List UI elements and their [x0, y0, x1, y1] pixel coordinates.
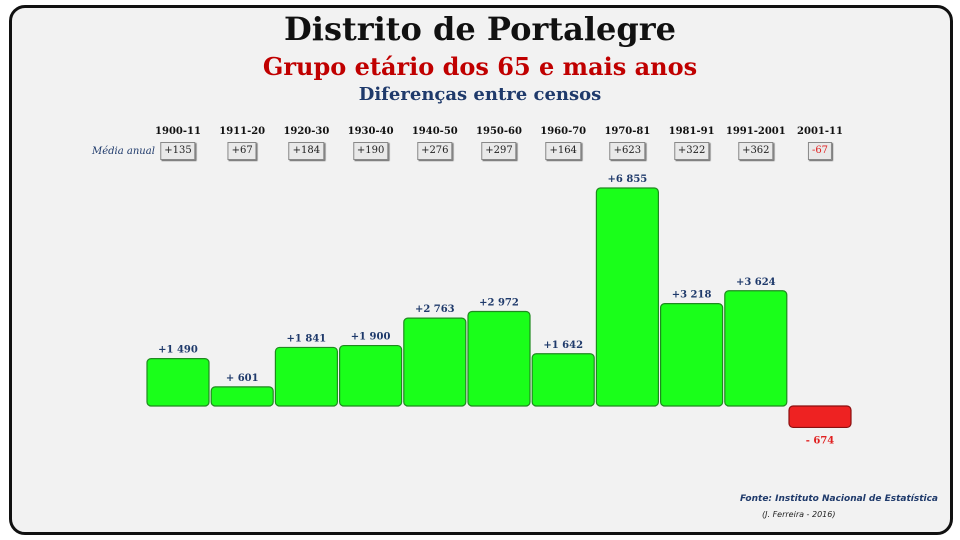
- bar-1960-70: [531, 353, 595, 407]
- data-label-2001-11: - 674: [806, 435, 835, 446]
- data-label-1991-2001: +3 624: [736, 277, 776, 288]
- period-label-1970-81: 1970-81: [604, 126, 651, 137]
- bar-1970-81: [595, 187, 660, 407]
- period-label-1981-91: 1981-91: [668, 126, 715, 137]
- bar-1911-20: [210, 386, 274, 407]
- bar-1920-30: [274, 346, 338, 407]
- period-label-2001-11: 2001-11: [797, 126, 843, 137]
- data-label-1960-70: +1 642: [543, 340, 583, 351]
- annual-average-1981-91: +322: [673, 142, 710, 160]
- annual-average-1970-81: +623: [609, 142, 646, 160]
- bar-1950-60: [467, 310, 531, 407]
- chart-title: Distrito de Portalegre: [284, 10, 676, 48]
- annual-average-1950-60: +297: [481, 142, 517, 160]
- data-label-1930-40: +1 900: [351, 332, 391, 343]
- chart-frame: [9, 5, 953, 535]
- annual-average-1911-20: +67: [227, 142, 257, 160]
- annual-average-1920-30: +184: [288, 142, 325, 160]
- data-label-1970-81: +6 855: [608, 174, 648, 185]
- data-label-1900-11: +1 490: [158, 345, 198, 356]
- source-note: Fonte: Instituto Nacional de Estatística: [739, 494, 938, 504]
- period-label-1920-30: 1920-30: [283, 126, 330, 137]
- author-note: (J. Ferreira - 2016): [762, 510, 836, 519]
- bar-1900-11: [146, 358, 210, 407]
- period-label-1950-60: 1950-60: [476, 126, 522, 137]
- annual-average-2001-11: -67: [807, 142, 833, 160]
- annual-average-label: Média anual: [92, 146, 155, 157]
- bar-1981-91: [659, 303, 724, 407]
- bar-1930-40: [339, 344, 403, 407]
- chart-subtitle: Grupo etário dos 65 e mais anos: [262, 52, 698, 81]
- data-label-1920-30: +1 841: [287, 333, 327, 344]
- annual-average-1960-70: +164: [545, 142, 581, 160]
- data-label-1940-50: +2 763: [415, 304, 455, 315]
- chart-subtitle-2: Diferenças entre censos: [358, 84, 602, 105]
- annual-average-1930-40: +190: [352, 142, 389, 160]
- annual-average-1900-11: +135: [160, 142, 196, 160]
- annual-average-1991-2001: +362: [738, 142, 774, 160]
- annual-average-1940-50: +276: [417, 142, 453, 160]
- period-label-1960-70: 1960-70: [540, 126, 587, 137]
- bar-1991-2001: [724, 290, 788, 407]
- period-label-1900-11: 1900-11: [155, 126, 201, 137]
- period-label-1930-40: 1930-40: [347, 126, 394, 137]
- data-label-1950-60: +2 972: [479, 297, 519, 308]
- bar-1940-50: [403, 317, 467, 407]
- period-label-1940-50: 1940-50: [411, 126, 458, 137]
- period-label-1991-2001: 1991-2001: [725, 126, 786, 137]
- bar-2001-11: [788, 405, 852, 429]
- period-label-1911-20: 1911-20: [219, 126, 266, 137]
- data-label-1911-20: + 601: [226, 373, 259, 384]
- data-label-1981-91: +3 218: [672, 290, 712, 301]
